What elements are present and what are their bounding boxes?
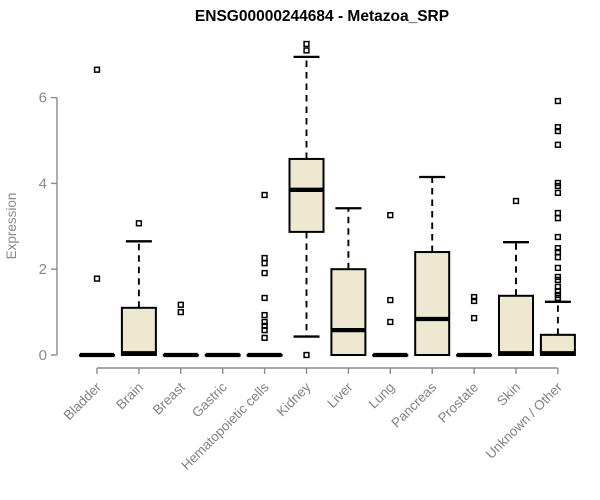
outlier-point: [387, 211, 394, 219]
outlier-point: [554, 214, 562, 222]
outlier-point: [554, 182, 562, 190]
outlier-point: [387, 318, 394, 326]
outlier-point: [261, 318, 268, 326]
iqr-box: [330, 268, 367, 357]
outlier-point: [261, 334, 268, 341]
x-tick-label: Pancreas: [388, 379, 439, 430]
outlier-point: [554, 209, 562, 217]
outlier-point: [554, 97, 562, 105]
outlier-point: [261, 269, 268, 277]
outlier-point: [303, 40, 310, 48]
y-tick-label: 0: [39, 347, 47, 364]
outlier-point: [554, 127, 562, 135]
outlier-point: [554, 264, 562, 272]
x-tick-label: Liver: [324, 379, 356, 411]
x-tick-label: Skin: [494, 380, 523, 409]
iqr-box: [120, 306, 157, 356]
outlier-point: [261, 260, 268, 267]
outlier-point: [554, 287, 562, 295]
box-group-brain: [120, 220, 157, 356]
y-tick-label: 6: [39, 90, 47, 107]
chart-title: ENSG00000244684 - Metazoa_SRP: [195, 8, 449, 25]
box-group-kidney: [288, 40, 325, 359]
iqr-box: [498, 294, 534, 357]
box-group-pancreas: [414, 175, 451, 356]
box-group-breast: [162, 301, 199, 358]
outlier-point: [177, 301, 184, 308]
x-tick-label: Lung: [366, 380, 398, 412]
outlier-point: [512, 197, 520, 205]
outlier-point: [303, 47, 310, 54]
outlier-point: [177, 308, 184, 316]
outlier-point: [261, 191, 268, 199]
y-tick-label: 2: [39, 261, 47, 278]
x-tick-label: Unknown / Other: [483, 379, 566, 462]
x-tick-label: Prostate: [435, 380, 481, 426]
outlier-point: [261, 326, 268, 334]
x-tick-label: Kidney: [274, 379, 314, 419]
outlier-point: [554, 189, 562, 196]
outlier-point: [387, 296, 394, 304]
iqr-box: [288, 157, 325, 233]
outlier-point: [554, 254, 562, 261]
box-group-prostate: [456, 293, 493, 358]
iqr-box: [414, 251, 451, 356]
outlier-point: [93, 66, 101, 73]
outlier-point: [261, 294, 268, 302]
box-group-skin: [498, 197, 534, 357]
outlier-point: [554, 248, 562, 256]
y-axis-title: Expression: [4, 193, 19, 260]
x-tick-label: Brain: [113, 380, 146, 413]
outlier-point: [135, 220, 143, 227]
outlier-point: [554, 141, 562, 148]
box-group-lung: [372, 211, 409, 358]
outlier-point: [470, 314, 478, 322]
outlier-point: [554, 124, 562, 131]
outlier-point: [261, 311, 268, 319]
outlier-point: [554, 245, 562, 252]
outlier-point: [261, 254, 268, 262]
outlier-point: [470, 293, 478, 301]
box-group-hematopoietic-cells: [246, 191, 283, 358]
outlier-point: [554, 294, 562, 302]
outlier-point: [303, 351, 310, 359]
box-group-bladder: [79, 66, 115, 358]
box-group-gastric: [204, 352, 241, 358]
x-tick-label: Bladder: [61, 379, 105, 423]
y-tick-label: 4: [39, 175, 47, 192]
outlier-point: [554, 276, 562, 284]
outlier-point: [554, 233, 562, 241]
x-tick-label: Breast: [150, 379, 188, 417]
outlier-point: [93, 275, 101, 282]
box-group-liver: [330, 207, 367, 357]
outlier-point: [470, 297, 478, 305]
x-tick-label: Gastric: [189, 379, 230, 420]
box-group-unknown-other: [539, 97, 576, 357]
